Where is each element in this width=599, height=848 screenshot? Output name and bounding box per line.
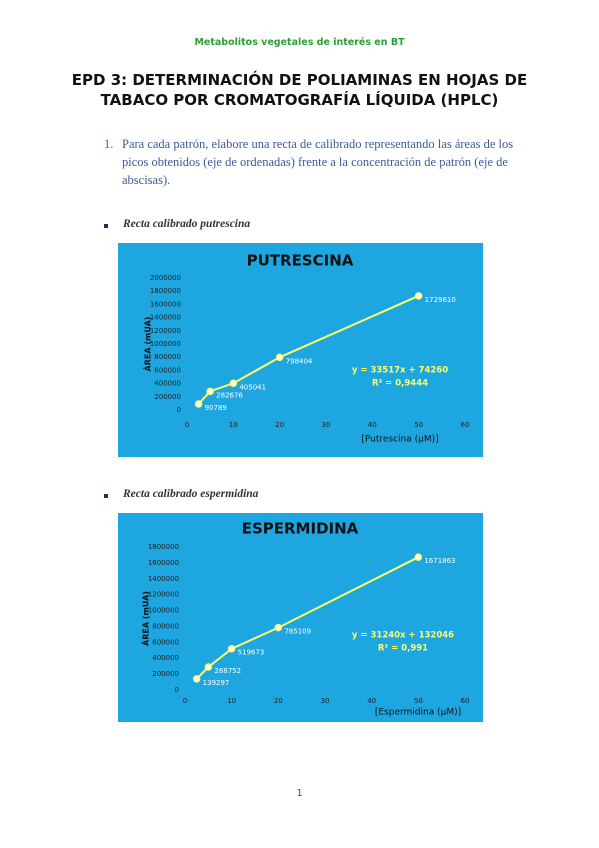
equation: y = 31240x + 132046 (352, 631, 454, 641)
x-tick-label: 60 (461, 421, 470, 429)
x-axis-label: [Espermidina (µM)] (375, 708, 461, 718)
chart-title: ESPERMIDINA (242, 520, 359, 538)
x-tick-label: 30 (321, 697, 330, 705)
x-tick-label: 10 (227, 697, 236, 705)
chart-title: PUTRESCINA (247, 252, 354, 270)
r-squared: R² = 0,9444 (372, 379, 428, 389)
y-tick-label: 1600000 (148, 559, 179, 567)
x-tick-label: 0 (185, 421, 189, 429)
y-tick-label: 2000000 (150, 274, 181, 282)
data-point (414, 292, 423, 300)
page-number: 1 (296, 788, 303, 799)
title-line: TABACO POR CROMATOGRAFÍA LÍQUIDA (HPLC) (100, 91, 499, 109)
x-tick-label: 50 (414, 421, 423, 429)
data-point (192, 675, 201, 683)
x-tick-label: 30 (322, 421, 331, 429)
chart-box: ESPERMIDINA 0 200000 400000 600000 800000 1000… (118, 513, 483, 722)
y-tick-label: 0 (177, 406, 181, 414)
data-point (275, 353, 284, 362)
data-point (204, 663, 213, 671)
data-point (229, 379, 238, 388)
data-point (227, 644, 236, 653)
data-label: 1671863 (424, 557, 455, 565)
y-tick-label: 400000 (154, 380, 181, 388)
x-tick-label: 50 (414, 697, 423, 705)
x-tick-label: 40 (367, 697, 376, 705)
data-label: 785109 (284, 628, 311, 636)
y-tick-label: 200000 (154, 393, 181, 401)
bullet: Recta calibrado putrescina (123, 218, 251, 230)
data-label: 288752 (214, 667, 241, 675)
x-tick-label: 40 (368, 421, 377, 429)
y-tick-label: 1400000 (150, 314, 181, 322)
x-tick-label: 0 (183, 697, 187, 705)
x-axis-label: [Putrescina (µM)] (361, 435, 438, 445)
data-label: 798404 (286, 357, 313, 365)
bullet-mark (104, 224, 108, 228)
y-tick-label: 600000 (154, 366, 181, 374)
item-text: picos obtenidos (eje de ordenadas) frent… (122, 155, 508, 169)
equation: y = 33517x + 74260 (352, 366, 448, 376)
bullet: Recta calibrado espermidina (123, 488, 259, 500)
y-tick-label: 400000 (152, 654, 179, 662)
y-tick-label: 1600000 (150, 300, 181, 308)
x-tick-label: 10 (229, 421, 238, 429)
item-text: Para cada patrón, elabore una recta de c… (122, 137, 514, 151)
y-tick-label: 0 (175, 686, 179, 694)
r-squared: R² = 0,991 (378, 644, 428, 654)
chart-box: PUTRESCINA 0 200000 400000 600000 800000 10000… (118, 243, 483, 457)
y-tick-label: 1000000 (150, 340, 181, 348)
y-tick-label: 800000 (154, 353, 181, 361)
data-point (274, 623, 283, 632)
data-label: 405041 (239, 383, 266, 391)
data-label: 90789 (205, 404, 227, 412)
data-point (206, 387, 214, 396)
y-tick-label: 1200000 (150, 327, 181, 335)
y-tick-label: 800000 (152, 622, 179, 630)
header: Metabolitos vegetales de interés en BT (194, 37, 405, 48)
title-line: EPD 3: DETERMINACIÓN DE POLIAMINAS EN HO… (71, 71, 528, 89)
data-label: 519673 (238, 649, 265, 657)
x-tick-label: 60 (461, 697, 470, 705)
y-tick-label: 600000 (152, 638, 179, 646)
y-axis-label: ÁREA (mUA) (140, 591, 151, 646)
data-label: 282676 (216, 391, 243, 399)
data-label: 139297 (203, 679, 230, 687)
y-tick-label: 1800000 (148, 543, 179, 551)
item-number: 1. (104, 137, 114, 151)
y-tick-label: 1000000 (148, 607, 179, 615)
bullet-mark (104, 494, 108, 498)
chart: PUTRESCINA 0 200000 400000 600000 800000 10000… (142, 252, 470, 445)
data-point (414, 553, 423, 561)
chart: ESPERMIDINA 0 200000 400000 600000 800000 1000… (140, 520, 470, 718)
y-tick-label: 1200000 (148, 591, 179, 599)
y-tick-label: 1800000 (150, 287, 181, 295)
y-tick-label: 200000 (152, 670, 179, 678)
item-text: abscisas). (122, 173, 171, 187)
data-label: 1729610 (425, 296, 456, 304)
x-tick-label: 20 (274, 697, 283, 705)
y-axis-label: ÁREA (mUA) (142, 317, 153, 372)
data-line (195, 556, 419, 680)
x-tick-label: 20 (275, 421, 284, 429)
y-tick-label: 1400000 (148, 575, 179, 583)
data-point (194, 400, 203, 408)
